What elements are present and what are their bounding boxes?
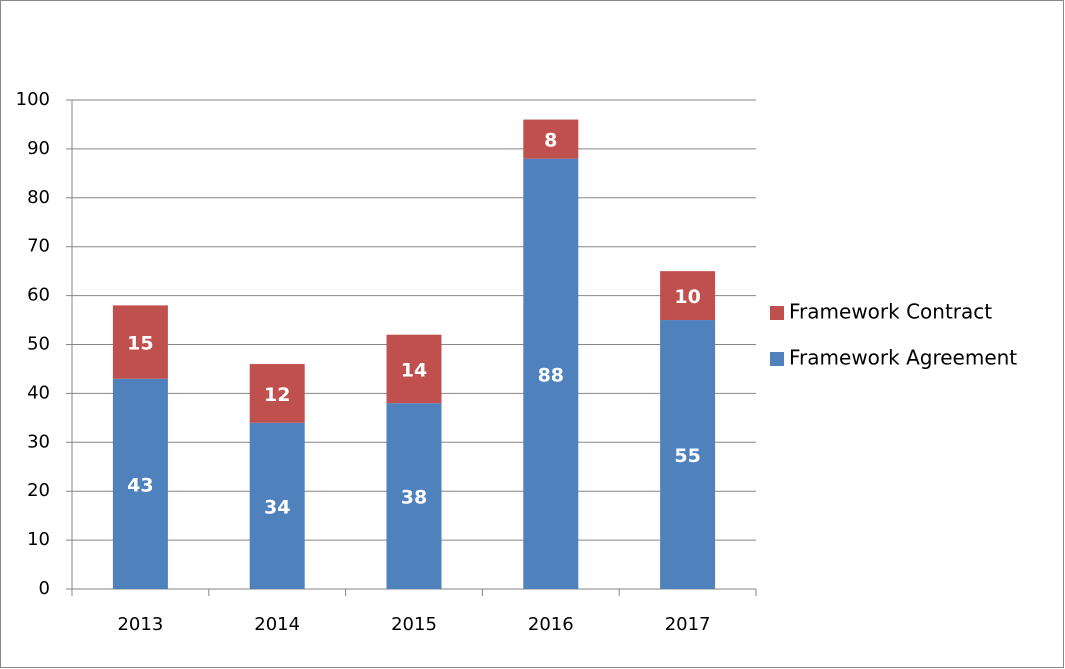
y-tick-label: 90: [27, 138, 50, 159]
y-tick-label: 20: [27, 480, 50, 501]
bar-segment: [249, 422, 305, 589]
bar-segment: [660, 320, 716, 589]
bar-segment: [660, 271, 716, 321]
bar-segment: [112, 378, 168, 589]
y-tick-label: 60: [27, 285, 50, 306]
data-label: 14: [401, 359, 427, 381]
legend-label: Framework Contract: [789, 300, 992, 324]
data-label: 43: [127, 474, 153, 496]
data-label: 38: [401, 487, 427, 509]
legend-swatch: [770, 306, 784, 320]
y-tick-label: 0: [39, 578, 50, 599]
y-tick-label: 100: [16, 89, 50, 110]
bar-segment: [249, 364, 305, 423]
y-tick-label: 10: [27, 529, 50, 550]
y-tick-label: 80: [27, 187, 50, 208]
data-label: 15: [127, 333, 153, 355]
bar-segment: [523, 119, 579, 159]
data-label: 34: [264, 496, 290, 518]
data-label: 10: [674, 286, 700, 308]
y-tick-label: 70: [27, 236, 50, 257]
y-tick-label: 50: [27, 334, 50, 355]
data-label: 8: [544, 130, 557, 152]
x-tick-label: 2017: [665, 614, 711, 635]
data-label: 55: [674, 445, 700, 467]
data-label: 88: [538, 364, 564, 386]
bar-segment: [386, 334, 442, 404]
x-tick-label: 2014: [254, 614, 300, 635]
bar-segment: [523, 158, 579, 589]
legend-swatch: [770, 352, 784, 366]
bar-segment: [112, 305, 168, 379]
x-tick-label: 2016: [528, 614, 574, 635]
y-tick-label: 40: [27, 382, 50, 403]
bar-segment: [386, 403, 442, 589]
legend-label: Framework Agreement: [789, 346, 1017, 370]
x-tick-label: 2015: [391, 614, 437, 635]
x-tick-label: 2013: [117, 614, 163, 635]
data-label: 12: [264, 384, 290, 406]
y-tick-label: 30: [27, 431, 50, 452]
